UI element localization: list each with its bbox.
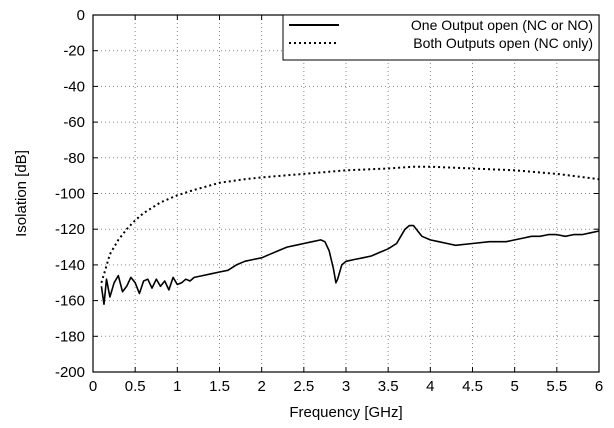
x-tick-label: 5.5 [546, 378, 567, 395]
y-tick-label: -200 [55, 364, 85, 381]
series-line-one-output [100, 224, 600, 305]
y-tick-label: -120 [55, 221, 85, 238]
x-tick-label: 4.5 [462, 378, 483, 395]
series-group [100, 165, 600, 305]
y-tick-label: -140 [55, 257, 85, 274]
legend-label-both-outputs: Both Outputs open (NC only) [413, 35, 593, 51]
y-tick-label: -100 [55, 186, 85, 203]
series-line-both-outputs [100, 165, 600, 284]
y-tick-label: -80 [63, 150, 85, 167]
y-tick-label: -40 [63, 78, 85, 95]
x-tick-label: 2 [257, 378, 265, 395]
x-tick-label: 6 [595, 378, 603, 395]
x-tick-label: 0 [89, 378, 97, 395]
y-tick-label: -180 [55, 328, 85, 345]
legend-box [282, 14, 600, 61]
x-tick-label: 3 [342, 378, 350, 395]
x-tick-label: 1 [173, 378, 181, 395]
y-axis-label: Isolation [dB] [13, 150, 30, 237]
x-tick-label: 3.5 [378, 378, 399, 395]
x-axis-label: Frequency [GHz] [289, 404, 402, 421]
x-tick-label: 4 [426, 378, 434, 395]
legend-label-one-output: One Output open (NC or NO) [411, 17, 593, 33]
x-tick-label: 0.5 [125, 378, 146, 395]
x-tick-label: 2.5 [293, 378, 314, 395]
y-tick-label: -60 [63, 114, 85, 131]
legend: One Output open (NC or NO) Both Outputs … [282, 14, 600, 61]
x-tick-label: 5 [510, 378, 518, 395]
y-tick-label: -160 [55, 293, 85, 310]
y-tick-label: 0 [77, 7, 85, 24]
y-tick-label: -20 [63, 43, 85, 60]
tick-labels: 0 0.5 1 1.5 2 2.5 3 3.5 4 4.5 5 5.5 6 0 -20 -40 -60 -80 -1… [55, 7, 603, 395]
x-tick-label: 1.5 [209, 378, 230, 395]
